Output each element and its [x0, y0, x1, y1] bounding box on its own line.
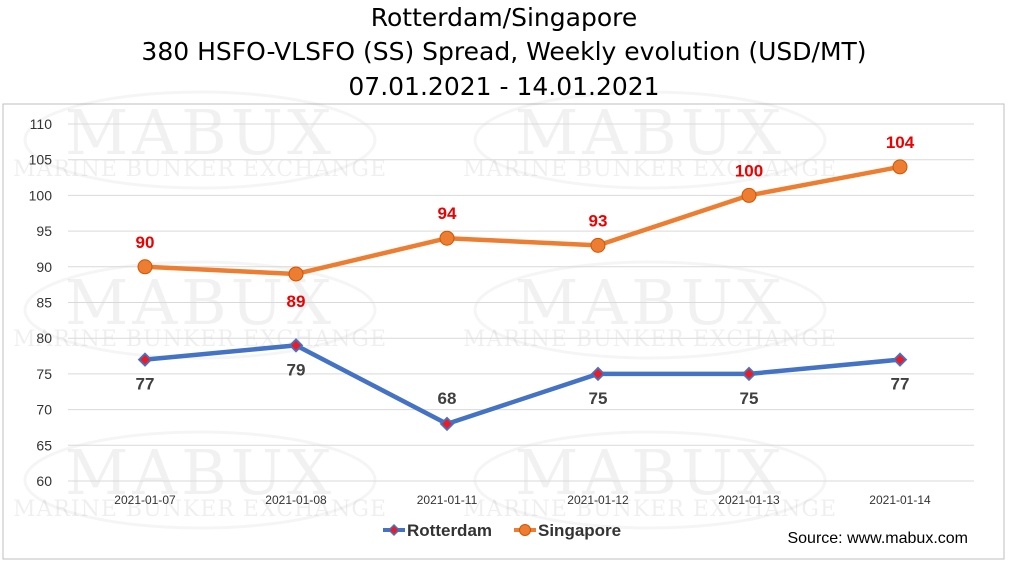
watermark-subtitle: MARINE BUNKER EXCHANGE — [463, 157, 837, 182]
data-label-singapore: 93 — [589, 211, 608, 230]
data-point-singapore — [439, 230, 455, 246]
x-tick-label: 2021-01-14 — [869, 493, 931, 507]
y-tick-label: 70 — [36, 402, 52, 418]
watermark-ellipse — [23, 260, 377, 360]
watermark-subtitle: MARINE BUNKER EXCHANGE — [463, 327, 837, 352]
y-tick-label: 85 — [36, 295, 52, 311]
data-point-singapore — [590, 237, 606, 253]
data-label-rotterdam: 68 — [438, 389, 457, 408]
data-labels: 77 79 68 75 75 77 90 89 94 93 100 104 — [136, 133, 915, 408]
data-label-singapore: 89 — [287, 292, 306, 311]
y-tick-label: 110 — [30, 116, 53, 132]
y-tick-label: 75 — [36, 366, 52, 382]
watermark-ellipse — [473, 90, 827, 190]
legend-item-rotterdam: Rotterdam — [383, 521, 492, 540]
watermark-ellipse — [473, 260, 827, 360]
data-label-rotterdam: 79 — [287, 360, 306, 379]
x-tick-label: 2021-01-13 — [718, 493, 780, 507]
x-tick-label: 2021-01-11 — [417, 493, 478, 507]
data-label-singapore: 94 — [438, 204, 457, 223]
data-point-rotterdam — [137, 352, 153, 367]
watermark-ellipse — [23, 90, 377, 190]
data-label-rotterdam: 75 — [740, 389, 759, 408]
data-point-rotterdam — [892, 352, 908, 367]
series-layer — [137, 159, 908, 432]
data-point-rotterdam — [288, 338, 304, 353]
data-point-rotterdam — [439, 416, 455, 432]
gridlines — [68, 123, 974, 482]
y-axis: 60 65 70 75 80 85 90 95 100 105 110 — [29, 116, 53, 489]
data-point-singapore — [288, 266, 304, 282]
chart-title-line-3: 07.01.2021 - 14.01.2021 — [348, 72, 659, 101]
legend-swatch-marker — [519, 524, 531, 536]
x-tick-label: 2021-01-08 — [265, 493, 327, 507]
y-tick-label: 65 — [36, 437, 52, 453]
series-line-singapore — [144, 164, 901, 277]
data-point-rotterdam — [741, 366, 757, 382]
data-point-singapore — [741, 187, 757, 203]
data-point-rotterdam — [590, 366, 606, 382]
data-label-singapore: 104 — [886, 133, 915, 152]
x-tick-label: 2021-01-12 — [567, 493, 629, 507]
y-tick-label: 60 — [36, 473, 52, 489]
data-label-rotterdam: 77 — [891, 375, 910, 394]
data-point-singapore — [892, 159, 908, 175]
data-point-singapore — [137, 259, 153, 275]
source-note: Source: www.mabux.com — [787, 530, 968, 547]
chart-title-line-2: 380 HSFO-VLSFO (SS) Spread, Weekly evolu… — [141, 37, 866, 66]
watermark-subtitle: MARINE BUNKER EXCHANGE — [13, 157, 387, 182]
chart-title: Rotterdam/Singapore 380 HSFO-VLSFO (SS) … — [141, 3, 866, 101]
x-tick-label: 2021-01-07 — [114, 493, 176, 507]
data-label-rotterdam: 77 — [136, 375, 155, 394]
y-tick-label: 105 — [29, 152, 53, 168]
y-tick-label: 90 — [36, 259, 52, 275]
series-line-rotterdam — [144, 343, 901, 427]
legend: Rotterdam Singapore — [383, 521, 621, 540]
watermark-subtitle: MARINE BUNKER EXCHANGE — [13, 327, 387, 352]
data-label-singapore: 100 — [735, 161, 763, 180]
x-axis: 2021-01-07 2021-01-08 2021-01-11 2021-01-12… — [114, 493, 931, 507]
watermark-subtitle: MARINE BUNKER EXCHANGE — [463, 497, 837, 522]
legend-label: Singapore — [538, 521, 621, 540]
data-label-singapore: 90 — [136, 233, 155, 252]
legend-swatch-marker — [387, 523, 401, 537]
watermark-logo: MABUX — [515, 96, 785, 169]
data-label-rotterdam: 75 — [589, 389, 608, 408]
y-tick-label: 80 — [36, 330, 52, 346]
y-tick-label: 95 — [36, 223, 52, 239]
watermark-subtitle: MARINE BUNKER EXCHANGE — [13, 497, 387, 522]
watermark-logo: MABUX — [65, 96, 335, 169]
y-tick-label: 100 — [29, 187, 53, 203]
watermark-ellipse — [473, 430, 827, 530]
chart-title-line-1: Rotterdam/Singapore — [371, 3, 637, 32]
watermark-logo: MABUX — [515, 436, 785, 509]
legend-item-singapore: Singapore — [514, 521, 621, 540]
watermark-logo: MABUX — [65, 436, 335, 509]
legend-label: Rotterdam — [407, 521, 492, 540]
watermark-ellipse — [23, 430, 377, 530]
